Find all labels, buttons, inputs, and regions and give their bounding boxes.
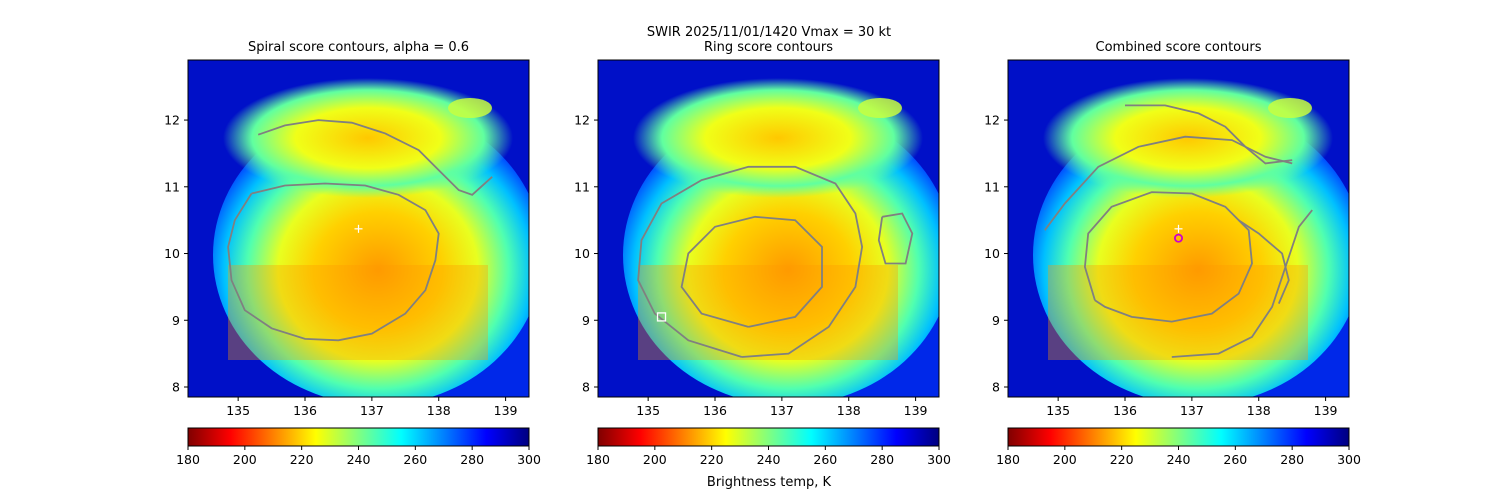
y-tick-label: 9 — [582, 313, 590, 328]
x-tick-label: 136 — [1113, 403, 1137, 418]
x-tick-label: 135 — [636, 403, 660, 418]
panel-1: Spiral score contours, alpha = 0.6 135 136… — [164, 40, 541, 467]
colorbar-gradient — [187, 427, 530, 447]
contour-line — [227, 182, 440, 342]
y-tick-label: 12 — [164, 113, 180, 128]
panel-2: Ring score contours 135 136 137 138 139 8 9 10 11… — [574, 40, 951, 467]
contour-line — [1044, 135, 1293, 231]
colorbar-tick-label: 220 — [1110, 452, 1134, 467]
panel-title: Combined score contours — [1096, 40, 1262, 55]
x-tick-label: 139 — [1314, 403, 1338, 418]
colorbar-tick-label: 300 — [517, 452, 541, 467]
colorbar-tick-label: 280 — [1280, 452, 1304, 467]
colorbar-tick-label: 240 — [347, 452, 371, 467]
square-marker — [656, 312, 667, 322]
contour-line — [1171, 209, 1313, 358]
contour-line — [680, 215, 823, 328]
x-tick-label: 137 — [360, 403, 384, 418]
colorbar-tick-label: 180 — [586, 452, 610, 467]
colorbar-tick-label: 260 — [403, 452, 427, 467]
colorbar-tick-label: 260 — [813, 452, 837, 467]
colorbar: 180 200 220 240 260 280 300 — [586, 427, 951, 467]
y-tick-label: 10 — [574, 246, 590, 261]
center-plus-marker — [354, 224, 363, 233]
heatmap-image — [598, 60, 939, 397]
contour-line — [1125, 104, 1293, 165]
x-tick-label: 138 — [1247, 403, 1271, 418]
contour-line — [877, 212, 914, 265]
colorbar-tick-label: 260 — [1223, 452, 1247, 467]
colorbar: 180 200 220 240 260 280 300 — [176, 427, 541, 467]
x-tick-label: 137 — [770, 403, 794, 418]
contour-line — [1083, 191, 1253, 323]
y-tick-label: 9 — [992, 313, 1000, 328]
y-tick-label: 8 — [992, 379, 1000, 394]
colorbar-tick-label: 220 — [290, 452, 314, 467]
colorbar-tick-label: 280 — [870, 452, 894, 467]
plot-frame — [187, 59, 530, 398]
y-tick-label: 11 — [984, 179, 1000, 194]
colorbar: 180 200 220 240 260 280 300 — [996, 427, 1361, 467]
colorbar-gradient — [597, 427, 940, 447]
colorbar-tick-label: 300 — [927, 452, 951, 467]
y-tick-label: 9 — [172, 313, 180, 328]
circle-marker — [1174, 233, 1184, 243]
panel-title: Ring score contours — [704, 40, 833, 55]
heatmap-image — [188, 60, 529, 397]
colorbar-gradient — [1007, 427, 1350, 447]
panel-title: Spiral score contours, alpha = 0.6 — [248, 40, 469, 55]
x-tick-label: 139 — [904, 403, 928, 418]
x-tick-label: 135 — [1046, 403, 1070, 418]
x-tick-label: 139 — [494, 403, 518, 418]
y-tick-label: 11 — [574, 179, 590, 194]
y-tick-label: 12 — [984, 113, 1000, 128]
panel-3: Combined score contours 135 136 137 138 139 8 9… — [984, 40, 1361, 467]
y-tick-label: 12 — [574, 113, 590, 128]
x-tick-label: 138 — [837, 403, 861, 418]
colorbar-tick-label: 200 — [233, 452, 257, 467]
plot-frame — [597, 59, 940, 398]
center-plus-marker — [1174, 224, 1183, 233]
colorbar-tick-label: 240 — [757, 452, 781, 467]
contour-line — [1238, 219, 1290, 304]
colorbar-tick-label: 180 — [996, 452, 1020, 467]
colorbar-tick-label: 200 — [643, 452, 667, 467]
colorbar-tick-label: 220 — [700, 452, 724, 467]
y-tick-label: 10 — [164, 246, 180, 261]
y-tick-label: 8 — [582, 379, 590, 394]
y-tick-label: 10 — [984, 246, 1000, 261]
x-tick-label: 137 — [1180, 403, 1204, 418]
x-tick-label: 136 — [703, 403, 727, 418]
colorbar-tick-label: 180 — [176, 452, 200, 467]
x-tick-label: 135 — [226, 403, 250, 418]
colorbar-tick-label: 200 — [1053, 452, 1077, 467]
colorbar-label: Brightness temp, K — [707, 475, 832, 490]
colorbar-tick-label: 240 — [1167, 452, 1191, 467]
colorbar-tick-label: 280 — [460, 452, 484, 467]
y-tick-label: 11 — [164, 179, 180, 194]
colorbar-tick-label: 300 — [1337, 452, 1361, 467]
x-tick-label: 136 — [293, 403, 317, 418]
contour-line — [637, 165, 864, 358]
plot-frame — [1007, 59, 1350, 398]
y-tick-label: 8 — [172, 379, 180, 394]
suptitle: SWIR 2025/11/01/1420 Vmax = 30 kt — [647, 25, 891, 40]
x-tick-label: 138 — [427, 403, 451, 418]
contour-line — [257, 119, 493, 196]
heatmap-image — [1008, 60, 1349, 397]
